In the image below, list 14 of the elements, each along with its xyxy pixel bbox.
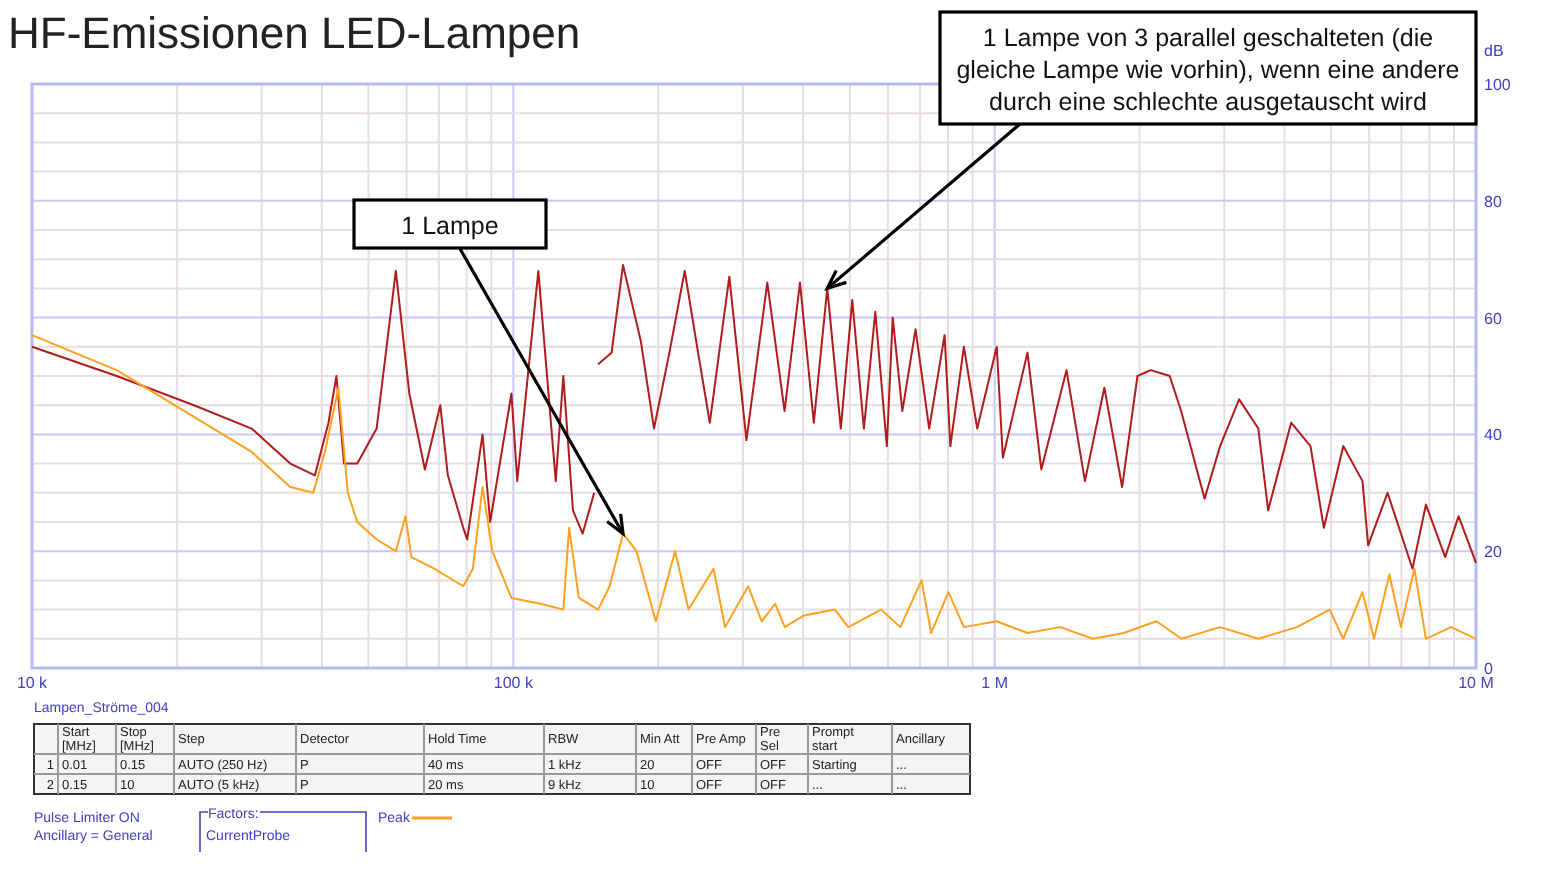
y-tick-label: 100	[1484, 76, 1512, 94]
x-tick-label: 10 k	[16, 674, 50, 692]
y-tick-label: 60	[1484, 309, 1503, 328]
x-tick-label: 10 M	[1458, 674, 1495, 692]
annotation: 1 Lampe von 3 parallel geschalteten (die gleiche Lampe wie vorhin), wenn eine andere durch eine schlechte ausgetauscht wird	[956, 24, 1460, 116]
x-tick-label: 100 k	[493, 674, 535, 692]
y-tick-label: 40	[1484, 426, 1503, 445]
x-tick-label: 1 M	[981, 674, 1009, 692]
y-axis-title: dB	[1484, 42, 1504, 60]
annotation: 1 Lampe	[401, 212, 499, 240]
chart-title: HF-Emissionen LED-Lampen	[8, 8, 581, 58]
y-tick-label: 0	[1484, 660, 1494, 678]
y-tick-label: 20	[1484, 543, 1503, 562]
y-tick-label: 80	[1484, 192, 1503, 211]
